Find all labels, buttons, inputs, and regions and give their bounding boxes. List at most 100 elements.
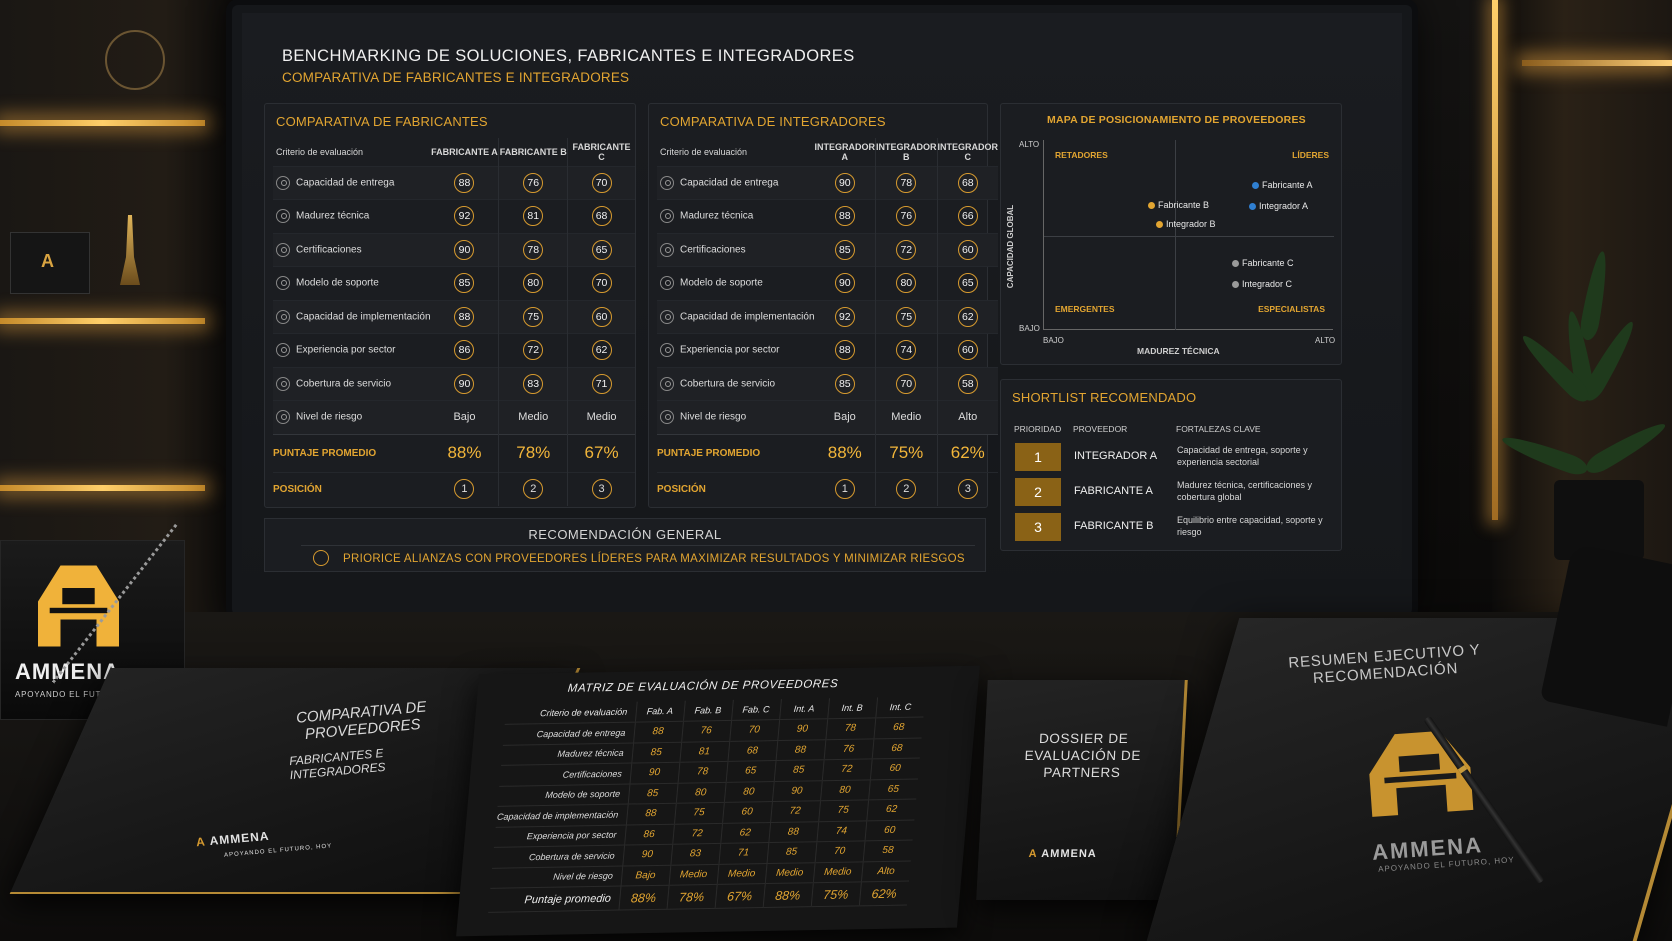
score-cell: 80 (875, 266, 938, 300)
matrix-average-cell: 88% (618, 885, 669, 911)
score-badge: 65 (957, 273, 978, 294)
criterion-icon (660, 343, 674, 358)
score-cell: 58 (936, 366, 999, 401)
criterion-icon (660, 276, 674, 291)
map-point[interactable]: Fabricante B (1148, 200, 1209, 210)
score-badge: 85 (834, 373, 855, 394)
matrix-cell: 88 (633, 721, 683, 743)
matrix-cell: 85 (773, 759, 824, 782)
map-point[interactable]: Fabricante C (1232, 258, 1294, 268)
table-row[interactable]: Capacidad de entrega 90 78 68 (657, 165, 999, 200)
score-cell: 60 (936, 232, 999, 267)
score-badge: 70 (591, 172, 612, 193)
matrix-cell: 68 (871, 737, 922, 759)
matrix-cell: 72 (821, 758, 872, 781)
matrix-cell: 88 (625, 803, 676, 825)
criterion-cell: Cobertura de servicio (273, 366, 431, 401)
table-row[interactable]: Capacidad de entrega 88 76 70 (273, 165, 635, 200)
shortlist-row[interactable]: 3 FABRICANTE B Equilibrio entre capacida… (1009, 510, 1335, 544)
x-axis-label: MADUREZ TÉCNICA (1137, 346, 1220, 356)
criterion-cell: Capacidad de entrega (657, 165, 815, 200)
risk-row[interactable]: Nivel de riesgo Bajo Medio Medio (273, 400, 635, 434)
integradores-table: Criterio de evaluación INTEGRADOR A INTE… (657, 138, 999, 506)
brand-name: AMMENA (15, 659, 120, 684)
table-row[interactable]: Experiencia por sector 88 74 60 (657, 333, 999, 367)
matrix-average-cell: 62% (858, 881, 910, 906)
table-row[interactable]: Modelo de soporte 85 80 70 (273, 266, 635, 300)
matrix-cell: 65 (868, 778, 918, 800)
matrix-average-cell: 67% (714, 883, 765, 909)
left-shelf: A (0, 0, 235, 640)
matrix-cell: Modelo de soporte (497, 783, 630, 807)
recommendation-title: RECOMENDACIÓN GENERAL (528, 527, 722, 542)
provider-strengths: Equilibrio entre capacidad, soporte y ri… (1177, 515, 1323, 537)
criterion-cell: Certificaciones (657, 232, 815, 267)
matrix-average-cell: 88% (762, 882, 813, 908)
matrix-cell: 88 (775, 739, 826, 761)
table-row[interactable]: Cobertura de servicio 90 83 71 (273, 366, 635, 401)
fabricantes-panel: COMPARATIVA DE FABRICANTES Criterio de e… (264, 103, 636, 508)
matrix-cell: 62 (866, 799, 917, 821)
criterion-icon (660, 376, 674, 391)
score-cell: 66 (936, 199, 999, 233)
table-row[interactable]: Madurez técnica 92 81 68 (273, 199, 635, 233)
shortlist-header-strengths: FORTALEZAS CLAVE (1176, 424, 1261, 434)
shortlist-title: SHORTLIST RECOMENDADO (1012, 390, 1197, 405)
dossier-booklet: DOSSIER DE EVALUACIÓN DE PARTNERS A AMME… (976, 680, 1188, 900)
point-dot (1148, 202, 1155, 210)
score-badge: 62 (957, 306, 978, 327)
map-point[interactable]: Integrador C (1232, 279, 1292, 289)
column-header[interactable]: FABRICANTE C (567, 138, 635, 166)
table-row[interactable]: Capacidad de implementación 92 75 62 (657, 299, 999, 334)
position-cell: 3 (936, 471, 999, 506)
crit-header: Criterio de evaluación (660, 146, 748, 157)
map-point[interactable]: Integrador B (1156, 219, 1216, 229)
score-badge: 81 (523, 206, 544, 227)
column-header[interactable]: INTEGRADOR B (875, 138, 938, 166)
column-header[interactable]: FABRICANTE B (498, 138, 568, 166)
map-point[interactable]: Integrador A (1249, 201, 1308, 211)
score-cell: 90 (430, 366, 499, 401)
score-badge: 68 (591, 206, 612, 227)
matrix-cell: 78 (825, 717, 876, 740)
point-dot (1252, 182, 1259, 190)
position-cell: 1 (430, 471, 499, 506)
matrix-cell: 70 (729, 719, 780, 741)
x-low-label: BAJO (1043, 336, 1064, 345)
quadrant-emergentes: EMERGENTES (1055, 304, 1115, 314)
average-value: 62% (936, 433, 999, 472)
table-row[interactable]: Capacidad de implementación 88 75 60 (273, 299, 635, 334)
table-row[interactable]: Experiencia por sector 86 72 62 (273, 333, 635, 367)
matrix-cell: 90 (771, 780, 822, 802)
matrix-cell: 72 (672, 822, 723, 845)
risk-row[interactable]: Nivel de riesgo Bajo Medio Alto (657, 400, 999, 434)
shortlist-row[interactable]: 1 INTEGRADOR A Capacidad de entrega, sop… (1009, 440, 1335, 474)
table-row[interactable]: Certificaciones 85 72 60 (657, 232, 999, 267)
score-badge: 72 (523, 340, 544, 361)
position-label: POSICIÓN (657, 471, 815, 506)
score-badge: 75 (896, 306, 917, 327)
risk-cell: Medio (498, 400, 568, 434)
risk-cell: Bajo (814, 400, 876, 434)
table-row[interactable]: Certificaciones 90 78 65 (273, 232, 635, 267)
score-cell: 85 (814, 232, 876, 267)
column-header[interactable]: INTEGRADOR C (936, 138, 999, 166)
table-row[interactable]: Madurez técnica 88 76 66 (657, 199, 999, 233)
matrix-cell: Cobertura de servicio (492, 845, 625, 868)
matrix-cell: Alto (860, 860, 911, 882)
score-cell: 72 (875, 232, 938, 267)
column-header[interactable]: INTEGRADOR A (814, 141, 876, 162)
matrix-cell: 78 (677, 761, 728, 783)
score-cell: 75 (875, 299, 938, 334)
shortlist-row[interactable]: 2 FABRICANTE A Madurez técnica, certific… (1009, 475, 1335, 509)
position-row: POSICIÓN 1 2 3 (657, 471, 999, 506)
table-row[interactable]: Cobertura de servicio 85 70 58 (657, 366, 999, 401)
quadrant-lideres: LÍDERES (1292, 150, 1329, 160)
table-row[interactable]: Modelo de soporte 90 80 65 (657, 266, 999, 300)
criterion-cell: Capacidad de entrega (273, 165, 431, 200)
column-header[interactable]: FABRICANTE A (431, 146, 498, 157)
score-badge: 92 (454, 206, 475, 227)
priority-badge: 2 (1015, 478, 1061, 506)
map-point[interactable]: Fabricante A (1252, 180, 1313, 190)
score-badge: 72 (896, 239, 917, 260)
